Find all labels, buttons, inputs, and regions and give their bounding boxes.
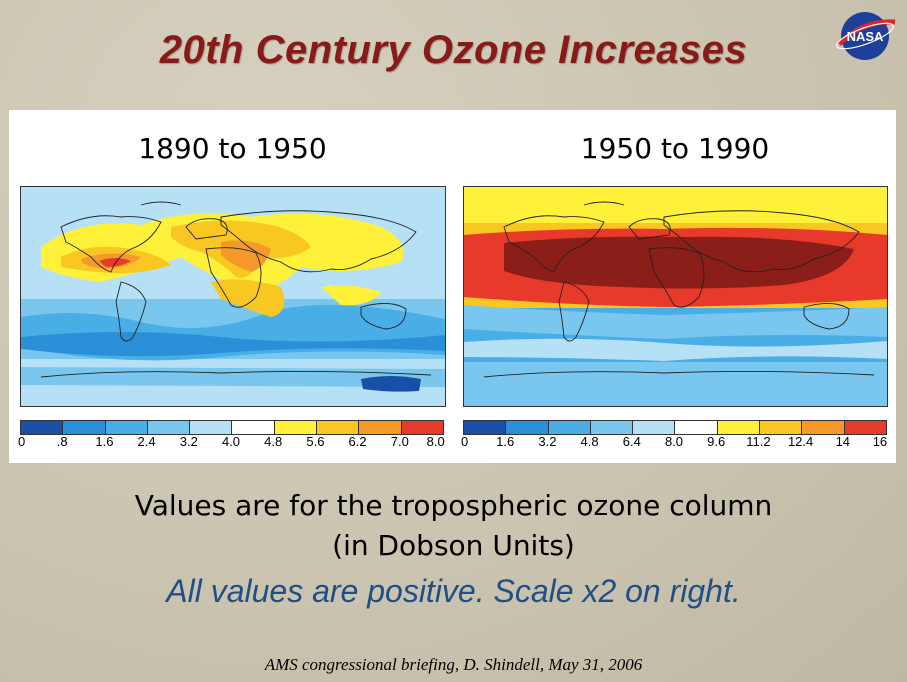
right-map-title: 1950 to 1990 xyxy=(580,132,770,165)
right-colorbar-swatch xyxy=(506,421,549,434)
right-colorbar-swatch xyxy=(548,421,591,434)
right-colorbar-swatch xyxy=(590,421,634,434)
left-colorbar-swatch xyxy=(105,421,148,434)
right-colorbar-tick: 6.4 xyxy=(622,434,641,449)
left-colorbar-tick: .8 xyxy=(56,434,68,449)
left-colorbar-tick: 2.4 xyxy=(137,434,156,449)
left-colorbar-tick: 3.2 xyxy=(179,434,198,449)
left-colorbar-swatch xyxy=(401,421,443,434)
right-colorbar-tick: 0 xyxy=(461,434,469,449)
right-colorbar-swatch xyxy=(844,421,886,434)
caption-line-3: All values are positive. Scale x2 on rig… xyxy=(166,573,741,609)
right-colorbar-swatch xyxy=(675,421,718,434)
left-ozone-map xyxy=(20,186,446,407)
right-colorbar-tick: 12.4 xyxy=(787,434,814,449)
right-ozone-map xyxy=(463,186,888,407)
nasa-logo: NASA xyxy=(836,12,896,60)
left-colorbar-tick: 7.0 xyxy=(390,434,409,449)
right-colorbar-ticks: 0 1.6 3.2 4.8 6.4 8.0 9.6 11.2 12.4 14 16 xyxy=(461,434,888,452)
right-colorbar-tick: 16 xyxy=(872,434,888,449)
right-colorbar xyxy=(463,420,887,435)
caption-line-2: (in Dobson Units) xyxy=(332,529,575,562)
left-colorbar-swatch xyxy=(21,421,64,434)
left-colorbar-tick: 4.0 xyxy=(221,434,241,449)
left-colorbar-ticks: 0 .8 1.6 2.4 3.2 4.0 4.8 5.6 6.2 7.0 8.0 xyxy=(18,434,445,452)
left-colorbar-tick: 8.0 xyxy=(426,434,445,449)
caption-line-1: Values are for the tropospheric ozone co… xyxy=(134,489,773,522)
left-colorbar-swatch xyxy=(232,421,275,434)
left-colorbar-swatch xyxy=(317,421,360,434)
footer-credit: AMS congressional briefing, D. Shindell,… xyxy=(264,655,643,674)
right-colorbar-swatch xyxy=(802,421,845,434)
left-colorbar-swatch xyxy=(359,421,402,434)
right-colorbar-tick: 9.6 xyxy=(707,434,726,449)
right-colorbar-tick: 4.8 xyxy=(580,434,599,449)
right-colorbar-swatch xyxy=(760,421,803,434)
left-colorbar xyxy=(20,420,444,435)
left-colorbar-tick: 0 xyxy=(18,434,26,449)
left-colorbar-swatch xyxy=(190,421,233,434)
right-colorbar-tick: 14 xyxy=(835,434,851,449)
left-colorbar-swatch xyxy=(63,421,106,434)
left-colorbar-tick: 5.6 xyxy=(306,434,325,449)
right-colorbar-tick: 1.6 xyxy=(496,434,515,449)
left-colorbar-swatch xyxy=(274,421,318,434)
left-map-title: 1890 to 1950 xyxy=(138,132,327,165)
left-colorbar-tick: 1.6 xyxy=(95,434,114,449)
right-colorbar-swatch xyxy=(633,421,676,434)
left-colorbar-tick: 4.8 xyxy=(264,434,283,449)
svg-text:NASA: NASA xyxy=(847,29,884,44)
right-colorbar-tick: 8.0 xyxy=(664,434,684,449)
slide-title: 20th Century Ozone Increases xyxy=(159,28,748,72)
right-colorbar-tick: 3.2 xyxy=(538,434,557,449)
right-colorbar-swatch xyxy=(464,421,507,434)
right-colorbar-swatch xyxy=(717,421,761,434)
right-colorbar-tick: 11.2 xyxy=(746,434,771,449)
left-colorbar-tick: 6.2 xyxy=(348,434,367,449)
left-colorbar-swatch xyxy=(147,421,191,434)
